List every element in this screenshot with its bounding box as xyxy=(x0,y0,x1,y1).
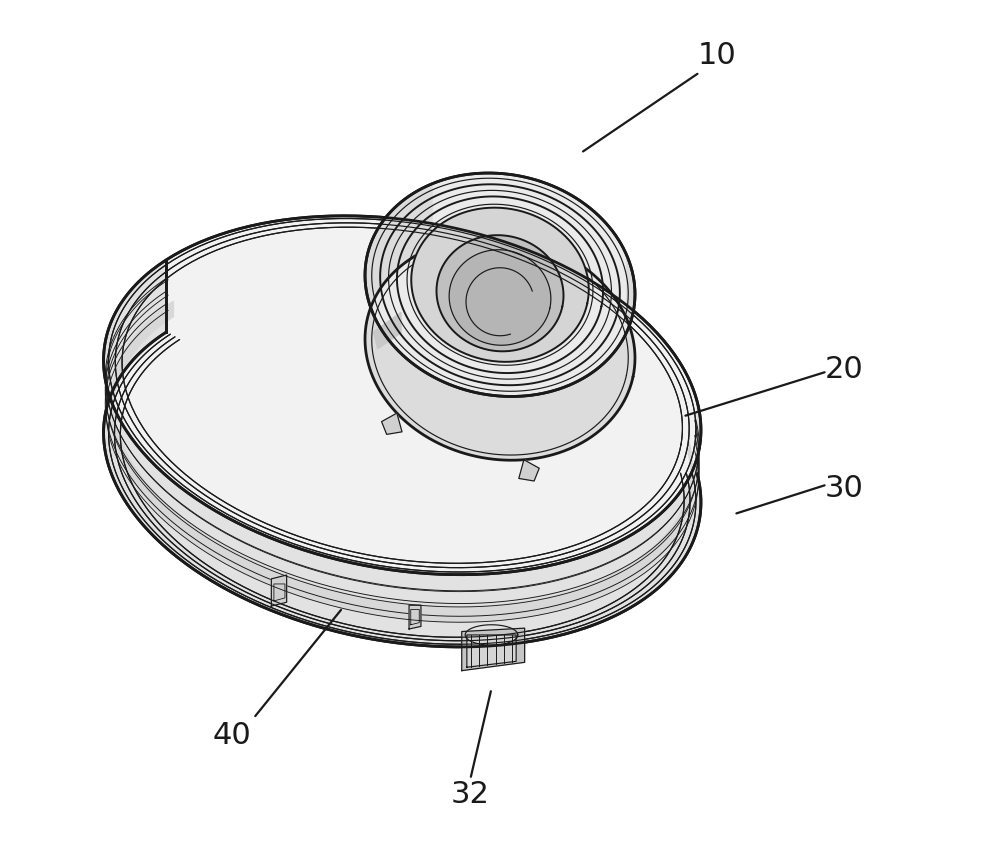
Polygon shape xyxy=(449,250,551,345)
Polygon shape xyxy=(436,235,564,351)
Text: 10: 10 xyxy=(697,41,736,70)
Polygon shape xyxy=(382,413,402,434)
Polygon shape xyxy=(462,628,525,671)
Polygon shape xyxy=(374,313,401,348)
Polygon shape xyxy=(519,460,539,481)
Polygon shape xyxy=(409,605,421,629)
Polygon shape xyxy=(113,302,692,622)
Polygon shape xyxy=(271,575,287,606)
Polygon shape xyxy=(365,173,635,396)
Polygon shape xyxy=(104,216,701,575)
Polygon shape xyxy=(104,260,701,647)
Text: 30: 30 xyxy=(825,474,864,503)
Polygon shape xyxy=(365,184,635,460)
Polygon shape xyxy=(411,207,589,362)
Text: 32: 32 xyxy=(451,780,490,809)
Text: 40: 40 xyxy=(213,721,252,750)
Polygon shape xyxy=(467,635,516,667)
Text: 20: 20 xyxy=(825,355,864,384)
